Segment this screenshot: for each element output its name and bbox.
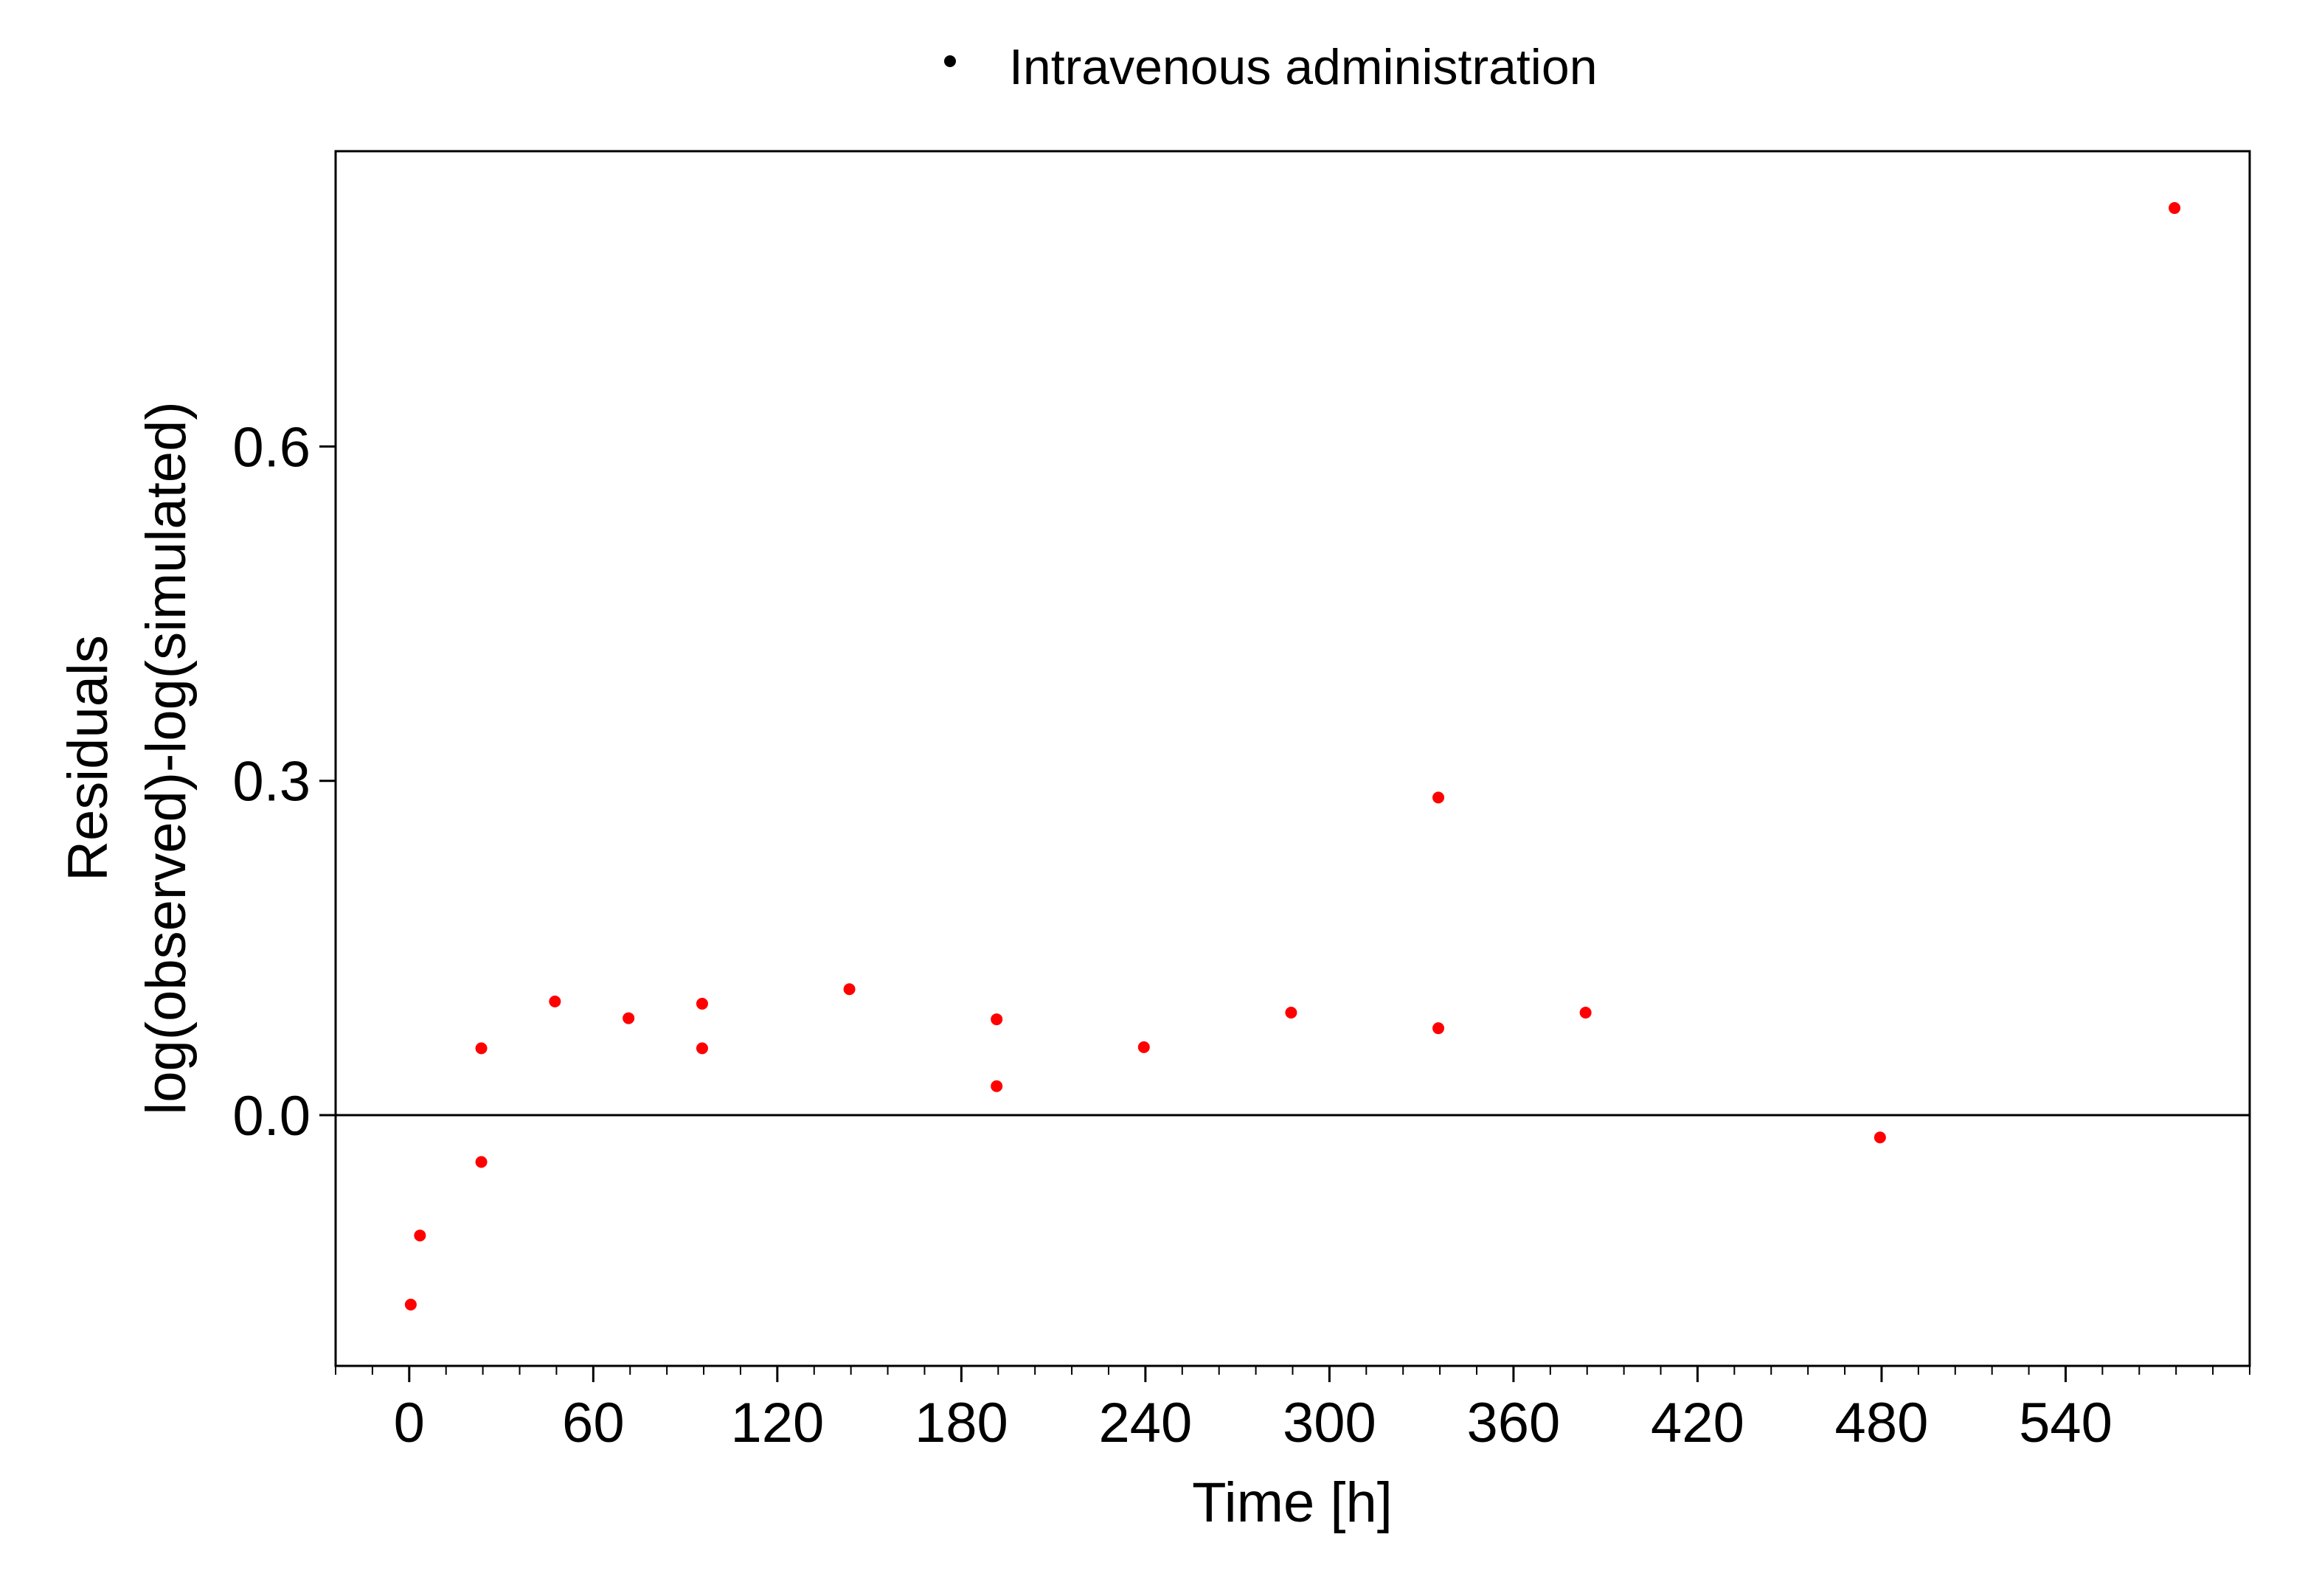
x-tick-label: 60 bbox=[562, 1392, 625, 1454]
x-tick-label: 360 bbox=[1467, 1392, 1561, 1454]
data-point bbox=[696, 1042, 708, 1055]
data-point bbox=[475, 1156, 488, 1168]
y-axis: 0.0 0.3 0.6 bbox=[232, 416, 336, 1148]
data-point bbox=[1285, 1007, 1297, 1019]
y-tick-label: 0.0 bbox=[232, 1085, 311, 1148]
data-point bbox=[1432, 791, 1445, 804]
x-tick-label: 120 bbox=[730, 1392, 824, 1454]
x-tick-label: 0 bbox=[394, 1392, 425, 1454]
data-point bbox=[2169, 202, 2181, 215]
data-point bbox=[623, 1012, 635, 1024]
data-point bbox=[414, 1229, 426, 1242]
y-tick-label: 0.6 bbox=[232, 416, 311, 479]
data-point bbox=[1432, 1022, 1445, 1035]
x-tick-label: 420 bbox=[1651, 1392, 1744, 1454]
data-point bbox=[1137, 1041, 1150, 1053]
data-point bbox=[991, 1080, 1003, 1092]
data-point bbox=[991, 1013, 1003, 1026]
data-point bbox=[696, 997, 708, 1010]
y-axis-label-line-1: Residuals bbox=[57, 635, 119, 881]
x-axis: 0 60 120 180 240 300 360 420 480 540 bbox=[335, 1366, 2250, 1454]
data-point bbox=[404, 1298, 417, 1311]
x-tick-label: 480 bbox=[1835, 1392, 1929, 1454]
y-axis-label: Residuals log(observed)-log(simulated) bbox=[57, 401, 198, 1114]
y-tick-label: 0.3 bbox=[232, 751, 311, 813]
x-tick-label: 540 bbox=[2019, 1392, 2112, 1454]
data-point bbox=[1874, 1131, 1886, 1144]
legend: Intravenous administration bbox=[944, 39, 1598, 95]
data-point bbox=[843, 983, 856, 996]
x-axis-label: Time [h] bbox=[1192, 1471, 1393, 1534]
legend-marker-icon bbox=[944, 55, 956, 67]
legend-label: Intravenous administration bbox=[1009, 39, 1598, 95]
x-tick-label: 300 bbox=[1283, 1392, 1376, 1454]
plot-frame bbox=[334, 150, 2251, 1367]
data-point bbox=[1579, 1007, 1592, 1019]
data-point bbox=[475, 1042, 488, 1055]
x-tick-label: 240 bbox=[1098, 1392, 1192, 1454]
data-points bbox=[404, 202, 2181, 1311]
x-tick-label: 180 bbox=[915, 1392, 1008, 1454]
data-point bbox=[549, 995, 561, 1007]
y-axis-label-line-2: log(observed)-log(simulated) bbox=[135, 401, 198, 1114]
